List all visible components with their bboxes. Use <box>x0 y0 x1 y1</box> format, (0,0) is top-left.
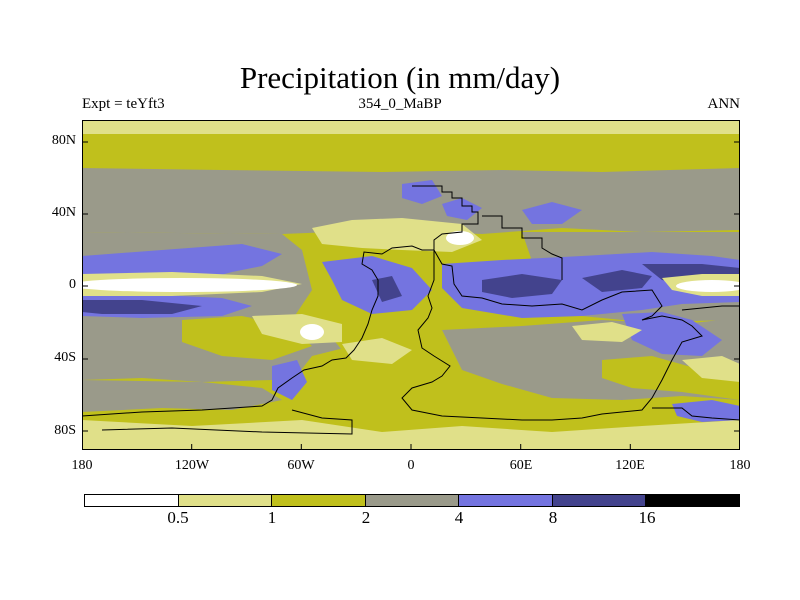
gray-south-atlantic <box>82 380 282 412</box>
precipitation-map <box>82 120 740 450</box>
period-label: 354_0_MaBP <box>358 96 442 112</box>
lat-label-40s: 40S <box>54 350 76 365</box>
lat-label-80s: 80S <box>54 423 76 438</box>
dark-blue-central <box>372 276 402 302</box>
blue-north-west <box>442 198 482 220</box>
colorbar-seg-5 <box>552 495 647 506</box>
continent-east <box>401 248 703 421</box>
pale-north-center <box>312 218 482 252</box>
continent-south-west <box>101 409 353 435</box>
colorbar-seg-3 <box>365 495 460 506</box>
gray-band-north <box>82 168 740 234</box>
continent-north <box>82 185 479 417</box>
lon-label-180e: 180 <box>729 458 751 473</box>
north-pole-band <box>82 120 740 134</box>
lat-label-eq: 0 <box>69 277 76 292</box>
lat-label-40n: 40N <box>51 205 76 220</box>
blue-itcz-west <box>82 244 282 282</box>
colorbar-label-1: 1 <box>267 508 277 527</box>
axis-ticks <box>82 141 740 450</box>
lon-label-120w: 120W <box>174 458 210 473</box>
lon-label-60e: 60E <box>509 458 533 473</box>
colorbar-seg-4 <box>459 495 553 506</box>
white-south-pacific <box>300 324 324 340</box>
continent-south-island <box>652 407 740 421</box>
lat-label-80n: 80N <box>51 133 76 148</box>
lon-label-60w: 60W <box>287 458 315 473</box>
pale-south-center <box>342 338 412 364</box>
colorbar-label-0: 0.5 <box>167 508 189 527</box>
dark-blue-west-south <box>82 300 202 314</box>
experiment-label: Expt = teYft3 <box>82 96 165 112</box>
olive-east-south <box>602 356 740 400</box>
blue-south-east-small <box>672 400 740 422</box>
pale-south-east-2 <box>682 356 740 382</box>
blue-south-east <box>622 312 722 356</box>
colorbar-seg-2 <box>272 495 366 506</box>
colorbar-label-3: 4 <box>454 508 464 527</box>
colorbar-label-5: 16 <box>638 508 656 527</box>
dark-blue-east-1 <box>482 274 562 298</box>
map-title: Precipitation (in mm/day) <box>239 60 561 95</box>
lon-label-0: 0 <box>407 458 415 473</box>
colorbar-seg-1 <box>178 495 273 506</box>
colorbar-label-4: 8 <box>548 508 558 527</box>
lon-label-120e: 120E <box>615 458 645 473</box>
blue-north-east <box>522 202 582 224</box>
continent-far-east <box>681 305 740 311</box>
lon-label-180w: 180 <box>71 458 93 473</box>
white-plume-east <box>676 280 740 292</box>
colorbar-label-2: 2 <box>361 508 371 527</box>
colorbar <box>84 494 740 507</box>
dark-blue-east-2 <box>582 270 652 292</box>
white-plume-west <box>82 278 297 292</box>
colorbar-seg-6 <box>646 495 740 506</box>
season-label: ANN <box>707 96 741 112</box>
continent-north-east <box>482 215 563 280</box>
pale-south-east <box>572 322 642 342</box>
colorbar-seg-0 <box>85 495 179 506</box>
south-pale-band <box>82 420 740 450</box>
white-north-center <box>446 231 474 245</box>
